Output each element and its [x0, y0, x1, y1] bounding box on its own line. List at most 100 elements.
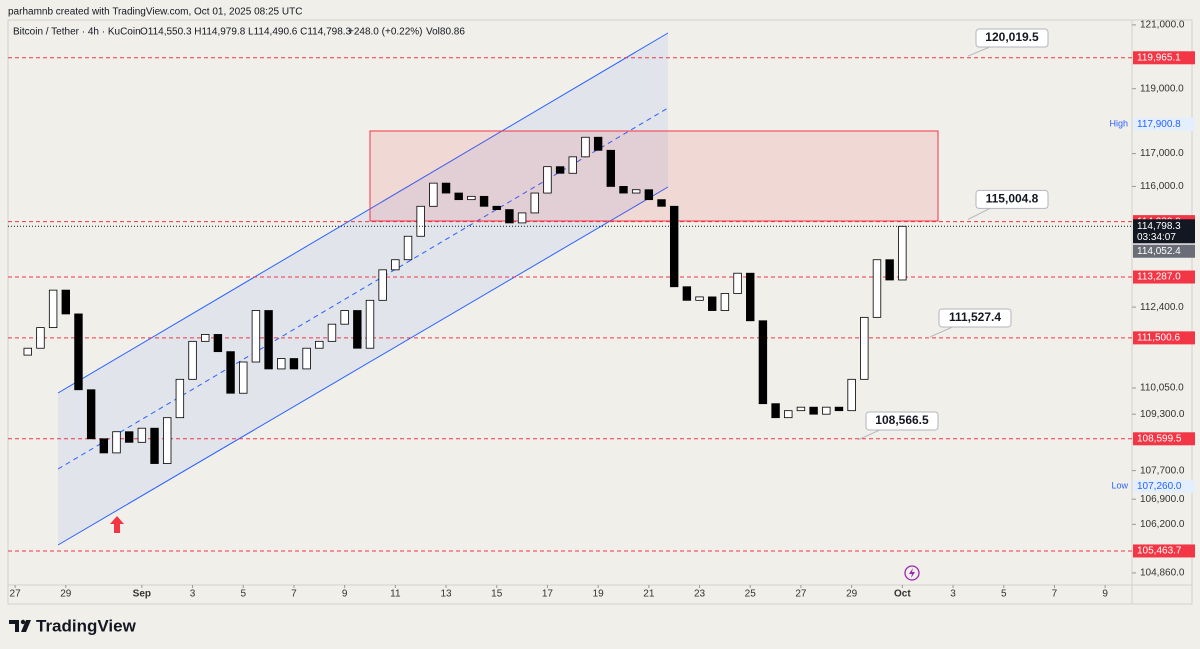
level-tag-box [1133, 432, 1195, 446]
candle-body [555, 166, 565, 174]
callout-label: 115,004.8 [986, 192, 1039, 206]
brand-logo [9, 619, 31, 632]
candle-body [36, 327, 45, 349]
candle-body [619, 186, 628, 194]
candle-body [695, 296, 704, 301]
candle-body [277, 358, 286, 370]
candle-body [23, 347, 32, 356]
callout-pointer [857, 428, 883, 441]
low-tag-label: 107,260.0 [1137, 481, 1182, 492]
candle-body [441, 182, 451, 194]
y-tick-label: 104,860.0 [1140, 568, 1185, 579]
x-tick-label: 5 [1001, 589, 1007, 600]
candle-body [162, 417, 172, 464]
high-name: High [1109, 119, 1128, 129]
x-tick-label: 3 [950, 589, 956, 600]
attribution: parhamnb created with TradingView.com, O… [8, 7, 302, 18]
candle-body [771, 403, 780, 419]
candle-body [720, 293, 730, 311]
frame [7, 19, 1193, 605]
candle-body [327, 323, 337, 342]
candle-body [175, 378, 185, 419]
x-tick-label: 23 [694, 589, 706, 600]
candle-body [657, 199, 666, 207]
candle-body [454, 192, 463, 201]
candle-body [733, 272, 742, 294]
prev-close-tag-box [1133, 244, 1195, 258]
callout-box [975, 28, 1049, 48]
candle-body [543, 166, 552, 194]
candle-body [530, 192, 539, 214]
high-tag-box [1133, 117, 1195, 131]
candle-body [593, 136, 603, 151]
drawings [8, 32, 1132, 581]
y-tick-label: 121,000.0 [1140, 20, 1185, 31]
logo-mark [9, 620, 19, 632]
x-tick-label: 5 [240, 589, 246, 600]
candle-body [226, 351, 235, 394]
candle-body [112, 431, 121, 454]
x-tick-label: 21 [643, 589, 655, 600]
candle-body [302, 347, 311, 370]
candle-body [885, 259, 894, 281]
candle-body [99, 438, 109, 454]
candle-body [581, 136, 590, 158]
candle-body [378, 269, 387, 301]
low-tag-box [1133, 479, 1195, 493]
candle-body [517, 212, 527, 224]
level-tag-box [1133, 51, 1195, 65]
x-tick-label: 17 [542, 589, 554, 600]
candle-body [631, 189, 641, 194]
legend-ohlc: O114,550.3 H114,979.8 L114,490.6 C114,79… [140, 27, 352, 38]
y-tick-label: 116,000.0 [1140, 181, 1184, 192]
candle-body [809, 406, 818, 415]
event-bolt [909, 568, 915, 578]
x-tick-label: 19 [593, 589, 605, 600]
candle-body [644, 189, 654, 201]
callout-label: 120,019.5 [985, 30, 1039, 44]
candle-body [682, 286, 692, 301]
x-tick-label: 29 [846, 589, 858, 600]
candle-body [61, 289, 70, 315]
candle-body [391, 259, 400, 271]
candle-body [834, 406, 844, 412]
y-tick-label: 117,000.0 [1140, 148, 1184, 159]
candle-body [492, 205, 501, 211]
y-tick-label: 107,700.0 [1140, 465, 1185, 476]
callout-box [975, 189, 1049, 209]
candle-body [669, 205, 679, 288]
legend-volume: Vol80.86 [426, 27, 465, 38]
last-price-tag-box [1133, 219, 1195, 244]
level-tag-box [1133, 331, 1195, 345]
candle-body [784, 410, 793, 419]
x-tick-label: 9 [1102, 589, 1108, 600]
candle-body [365, 299, 375, 349]
level-tag-label: 108,599.5 [1137, 433, 1182, 444]
candle-body [239, 361, 248, 394]
candle-body [74, 313, 83, 391]
candle-body [188, 340, 197, 380]
level-tag-label: 119,965.1 [1137, 52, 1181, 63]
candle-body [568, 156, 577, 174]
x-tick-label: 27 [10, 589, 22, 600]
level-tag-label: 113,287.0 [1137, 272, 1181, 283]
x-tick-label: 7 [1052, 589, 1058, 600]
candle-body [505, 209, 514, 224]
x-tick-label: 15 [491, 589, 503, 600]
candle-body [289, 358, 299, 370]
candle-body [872, 259, 882, 318]
prev-close-tag-label: 114,052.4 [1137, 246, 1181, 257]
level-tag-box [1133, 544, 1195, 558]
x-tick-label: Sep [133, 589, 151, 600]
candle-body [213, 334, 223, 353]
candle-body [264, 310, 273, 370]
brand: TradingView [36, 616, 137, 635]
legend-symbol: Bitcoin / Tether · 4h · KuCoin [13, 27, 141, 38]
candle-body [429, 182, 438, 207]
candle-body [315, 340, 324, 349]
candle-body [746, 272, 755, 322]
y-tick-label: 110,050.0 [1140, 383, 1184, 394]
candle-body [48, 289, 58, 329]
candle-body [416, 205, 425, 237]
